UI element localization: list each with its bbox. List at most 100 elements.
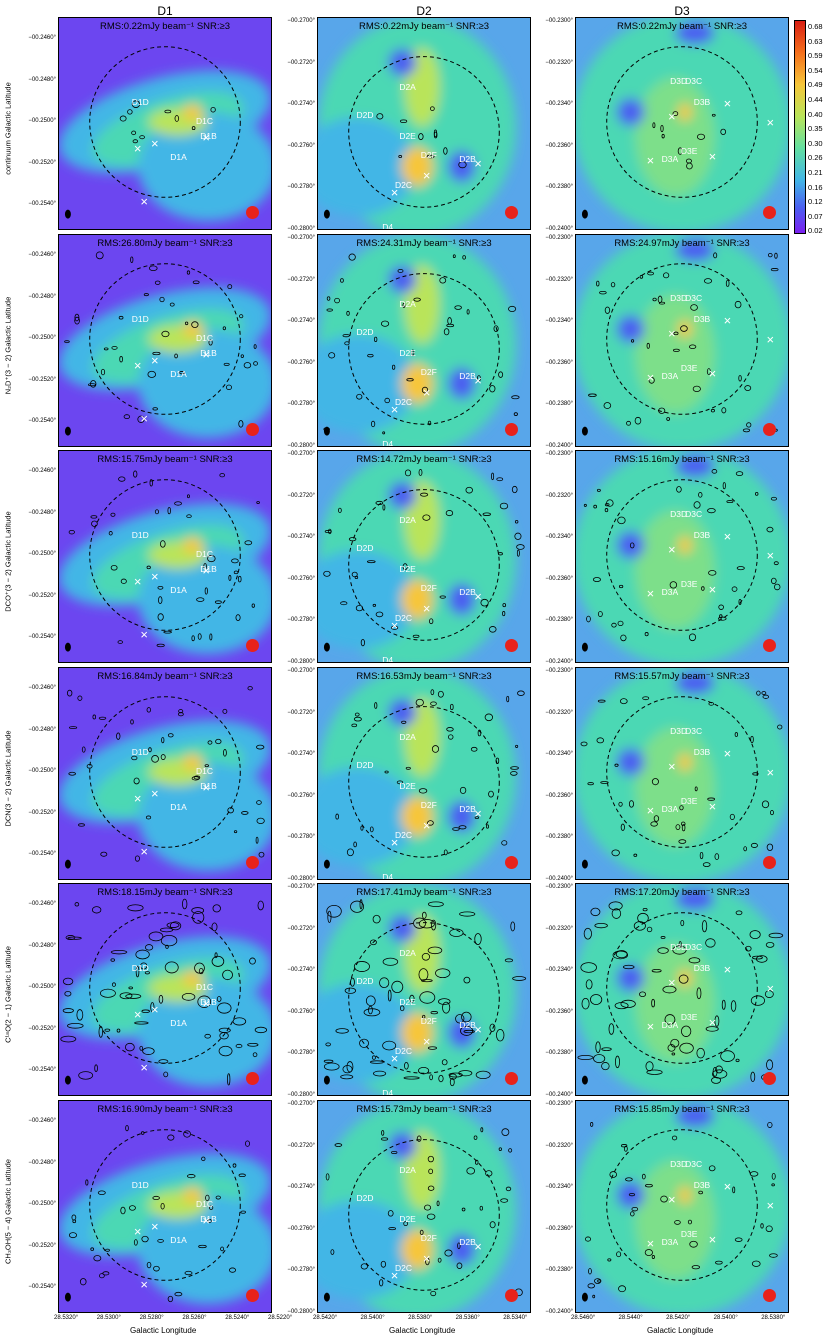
emission-contour — [68, 771, 76, 776]
x-tick-label: 28.5260° — [182, 1315, 207, 1321]
cross-marker: × — [390, 618, 399, 634]
emission-contour — [596, 488, 601, 492]
emission-contour — [735, 910, 743, 916]
emission-contour — [132, 139, 139, 144]
cross-marker: × — [140, 626, 148, 642]
source-label-d3c: D3C — [685, 75, 703, 86]
emission-contour — [146, 565, 151, 570]
cross-marker: × — [668, 325, 676, 341]
emission-contour — [198, 968, 204, 975]
source-label-d3a: D3A — [661, 587, 679, 598]
emission-contour — [669, 581, 678, 589]
source-label-d2c: D2C — [395, 179, 413, 190]
map-panel-d3-row4: RMS:15.57mJy beam⁻¹ SNR:≥3 D3D D3C D3B D3E D3… — [575, 667, 789, 880]
emission-contour — [676, 486, 682, 493]
emission-contour — [68, 1232, 77, 1239]
cross-marker: × — [151, 136, 159, 152]
y-tick-label: −00.2480° — [28, 76, 56, 83]
cross-marker: × — [140, 193, 148, 209]
field-of-view-circle — [348, 1139, 500, 1291]
emission-contour — [735, 471, 744, 477]
emission-contour — [95, 251, 104, 260]
emission-contour — [427, 946, 443, 955]
y-tick-label: −00.2740° — [287, 318, 315, 325]
emission-contour — [340, 601, 348, 606]
y-tick-label: −00.2340° — [545, 967, 573, 974]
colorbar-tick: 0.40 — [808, 109, 823, 119]
emission-contour — [62, 977, 74, 986]
emission-contour — [452, 827, 460, 831]
emission-contour — [105, 1248, 110, 1252]
emission-contour — [580, 962, 597, 973]
emission-contour — [744, 385, 752, 391]
emission-contour — [326, 308, 333, 312]
emission-contour — [204, 764, 209, 768]
emission-contour — [732, 1186, 736, 1194]
emission-contour — [721, 999, 726, 1010]
field-of-view-circle — [606, 1129, 758, 1281]
emission-contour — [477, 729, 482, 737]
emission-contour — [484, 713, 494, 722]
source-label-d3d: D3D — [670, 292, 688, 303]
emission-contour — [454, 305, 462, 310]
y-tick-label: −00.2740° — [287, 967, 315, 974]
emission-contour — [218, 1045, 233, 1057]
emission-contour — [355, 605, 364, 612]
map-image — [576, 1101, 788, 1312]
emission-contour — [65, 935, 76, 941]
emission-contour — [628, 1193, 636, 1197]
emission-contour — [382, 957, 399, 966]
row-label: continuum Galactic Latitude — [3, 81, 13, 175]
emission-contour — [686, 162, 693, 170]
cross-marker: × — [474, 155, 482, 171]
cross-marker: × — [766, 981, 775, 997]
emission-contour — [99, 988, 116, 998]
emission-contour — [186, 514, 192, 519]
emission-contour — [380, 320, 390, 327]
x-tick-label: 28.5340° — [503, 1315, 528, 1321]
emission-contour — [152, 1195, 160, 1201]
cross-marker: × — [766, 1198, 775, 1214]
beam-dot — [505, 856, 518, 869]
y-tick-label: −00.2360° — [545, 1008, 573, 1015]
emission-contour — [626, 420, 631, 426]
emission-contour — [459, 786, 467, 794]
emission-contour — [731, 586, 738, 592]
emission-contour — [651, 998, 656, 1008]
emission-contour — [149, 265, 158, 272]
emission-contour — [372, 603, 377, 607]
emission-contour — [690, 304, 698, 311]
source-label-d3d: D3D — [670, 941, 688, 952]
emission-contour — [326, 296, 331, 301]
emission-contour — [374, 702, 378, 709]
emission-contour — [152, 351, 161, 356]
map-panel-d3-row1: RMS:0.22mJy beam⁻¹ SNR:≥3 D3D D3C D3B D3E D3A… — [575, 17, 789, 230]
y-tick-label: −00.2460° — [28, 901, 56, 908]
emission-contour — [381, 1137, 389, 1141]
emission-contour — [353, 841, 357, 848]
emission-contour — [660, 936, 666, 939]
emission-contour — [449, 1073, 457, 1080]
y-tick-label: −00.2780° — [287, 834, 315, 841]
emission-contour — [463, 1029, 475, 1034]
field-of-view-circle — [348, 706, 500, 858]
emission-contour — [139, 1045, 144, 1051]
y-tick-label: −00.2400° — [545, 225, 573, 232]
emission-contour — [207, 554, 216, 563]
source-label-d1d: D1D — [131, 746, 149, 757]
emission-contour — [78, 823, 85, 827]
source-label-d2a: D2A — [399, 1164, 416, 1175]
emission-contour — [353, 716, 362, 722]
cross-marker: × — [202, 1213, 210, 1229]
emission-contour — [696, 133, 706, 140]
emission-contour — [633, 853, 638, 857]
emission-contour — [222, 969, 233, 981]
emission-contour — [344, 987, 357, 994]
emission-contour — [174, 353, 178, 359]
cross-marker: × — [151, 353, 159, 369]
emission-contour — [387, 989, 392, 1002]
x-axis-label: Galactic Longitude — [647, 1326, 714, 1335]
source-label-d1b: D1B — [200, 563, 217, 574]
x-tick-label: 28.5400° — [360, 1315, 385, 1321]
emission-contour — [251, 603, 255, 608]
